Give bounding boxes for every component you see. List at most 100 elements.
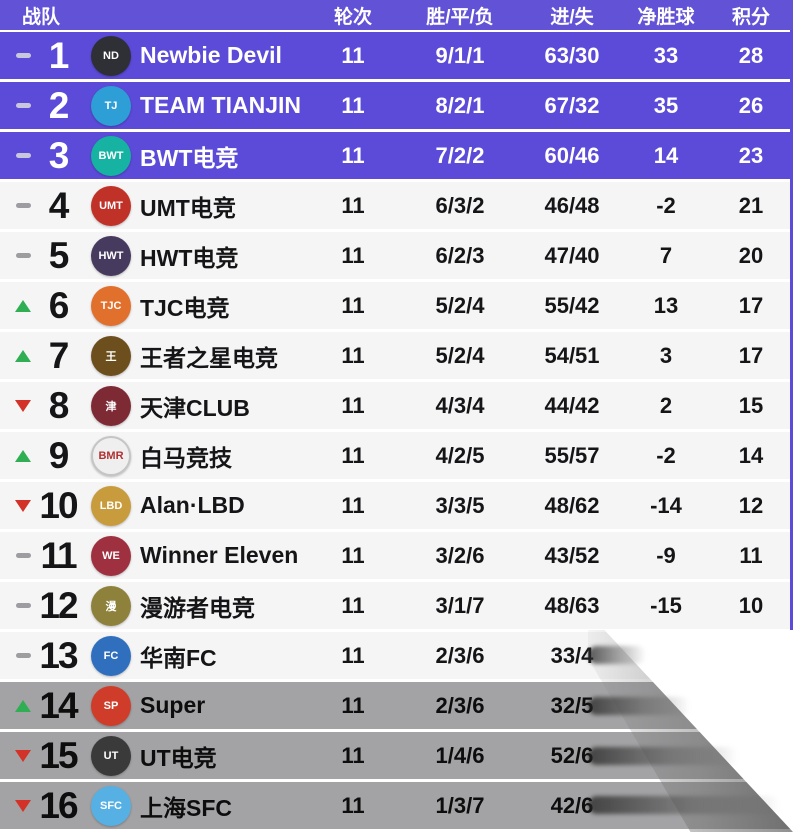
- rank-movement-same-icon: [15, 603, 31, 608]
- table-row: 4 UMT UMT电竞 11 6/3/2 46/48 -2 21: [0, 182, 793, 229]
- goal-difference-value: 2: [659, 392, 673, 418]
- logo-cell: SP: [82, 685, 140, 726]
- rank-number: 6: [48, 285, 70, 326]
- ut-wolf-logo: UT: [91, 735, 131, 776]
- rank-movement-same-icon: [15, 203, 31, 208]
- rounds-value: 11: [341, 592, 365, 618]
- win-draw-loss-value: 3/2/6: [435, 542, 485, 568]
- movement-cell: [12, 603, 34, 608]
- rank-number: 9: [48, 435, 70, 476]
- tianjin-bird-logo: TJ: [91, 85, 131, 126]
- table-row: 13 FC 华南FC 11 2/3/6 33/4: [0, 632, 793, 679]
- goal-difference-value: 33: [653, 42, 679, 68]
- movement-cell: [12, 553, 34, 558]
- movement-cell: [12, 253, 34, 258]
- rank-number: 16: [39, 785, 78, 826]
- win-draw-loss-value: 1/4/6: [435, 742, 485, 768]
- header-goal-difference: 净胜球: [637, 6, 695, 28]
- rounds-value: 11: [341, 492, 365, 518]
- rank-number: 8: [48, 385, 70, 426]
- points-value: 15: [738, 392, 764, 418]
- logo-cell: UMT: [82, 185, 140, 226]
- table-row: 5 HWT HWT电竞 11 6/2/3 47/40 7 20: [0, 232, 793, 279]
- table-row: 7 王 王者之星电竞 11 5/2/4 54/51 3 17: [0, 332, 793, 379]
- points-value: 26: [738, 92, 764, 118]
- rounds-value: 11: [341, 192, 365, 218]
- goals-value: 47/40: [544, 242, 600, 268]
- rank-number: 11: [40, 535, 77, 576]
- logo-cell: 漫: [82, 585, 140, 626]
- team-name: Alan·LBD: [140, 492, 245, 518]
- win-draw-loss-value: 9/1/1: [435, 42, 485, 68]
- rank-number: 2: [48, 85, 70, 126]
- rank-number: 5: [48, 235, 70, 276]
- win-draw-loss-value: 4/3/4: [435, 392, 485, 418]
- goal-difference-value: -15: [650, 592, 682, 618]
- points-value: 17: [738, 292, 764, 318]
- win-draw-loss-value: 5/2/4: [435, 292, 485, 318]
- logo-cell: BMR: [82, 435, 140, 476]
- goals-value: 48/63: [544, 592, 600, 618]
- logo-cell: TJC: [82, 285, 140, 326]
- rounds-value: 11: [341, 342, 365, 368]
- goals-value: 54/51: [544, 342, 600, 368]
- rank-movement-same-icon: [15, 553, 31, 558]
- logo-cell: BWT: [82, 135, 140, 176]
- rounds-value: 11: [341, 742, 365, 768]
- newbie-devil-goat-logo: ND: [91, 35, 131, 76]
- points-value: 23: [738, 142, 764, 168]
- win-draw-loss-value: 2/3/6: [435, 642, 485, 668]
- movement-cell: [12, 299, 34, 312]
- table-body: 1 ND Newbie Devil 11 9/1/1 63/30 33 28 2…: [0, 32, 793, 829]
- points-value: 10: [738, 592, 764, 618]
- rounds-value: 11: [341, 292, 365, 318]
- tjc-phoenix-logo: TJC: [91, 285, 131, 326]
- logo-cell: 津: [82, 385, 140, 426]
- points-value: 11: [739, 542, 763, 568]
- rounds-value: 11: [341, 542, 365, 568]
- team-name: HWT电竞: [140, 244, 239, 271]
- header-goals: 进/失: [550, 6, 594, 28]
- movement-cell: [12, 53, 34, 58]
- win-draw-loss-value: 4/2/5: [435, 442, 485, 468]
- team-name: 漫游者电竞: [140, 594, 255, 621]
- rank-movement-same-icon: [15, 103, 31, 108]
- points-value: 21: [738, 192, 764, 218]
- rank-movement-down-icon: [15, 399, 31, 412]
- rank-movement-same-icon: [15, 253, 31, 258]
- logo-cell: SFC: [82, 785, 140, 826]
- table-row: 12 漫 漫游者电竞 11 3/1/7 48/63 -15 10: [0, 582, 793, 629]
- tianjin-club-shield-logo: 津: [91, 385, 131, 426]
- rounds-value: 11: [341, 642, 365, 668]
- table-row: 2 TJ TEAM TIANJIN 11 8/2/1 67/32 35 26: [0, 82, 793, 129]
- movement-cell: [12, 153, 34, 158]
- rank-movement-up-icon: [15, 449, 31, 462]
- rank-number: 4: [48, 185, 70, 226]
- table-row: 10 LBD Alan·LBD 11 3/3/5 48/62 -14 12: [0, 482, 793, 529]
- logo-cell: FC: [82, 635, 140, 676]
- rank-number: 12: [39, 585, 78, 626]
- rounds-value: 11: [341, 392, 365, 418]
- goal-difference-value: 35: [653, 92, 679, 118]
- rounds-value: 11: [341, 692, 365, 718]
- team-name: 白马竞技: [140, 444, 232, 471]
- movement-cell: [12, 799, 34, 812]
- logo-cell: TJ: [82, 85, 140, 126]
- team-name: Winner Eleven: [140, 542, 299, 568]
- alan-lbd-bee-logo: LBD: [91, 485, 131, 526]
- table-row: 3 BWT BWT电竞 11 7/2/2 60/46 14 23: [0, 132, 793, 179]
- rank-number: 15: [39, 735, 78, 776]
- movement-cell: [12, 499, 34, 512]
- movement-cell: [12, 103, 34, 108]
- rank-movement-up-icon: [15, 699, 31, 712]
- super-lion-logo: SP: [91, 685, 131, 726]
- team-name: 王者之星电竞: [140, 344, 278, 371]
- points-value: 17: [738, 342, 764, 368]
- table-row: 11 WE Winner Eleven 11 3/2/6 43/52 -9 11: [0, 532, 793, 579]
- goals-value: 48/62: [544, 492, 600, 518]
- rounds-value: 11: [341, 442, 365, 468]
- rank-movement-up-icon: [15, 299, 31, 312]
- goals-value: 43/52: [544, 542, 600, 568]
- team-name: TEAM TIANJIN: [140, 92, 301, 118]
